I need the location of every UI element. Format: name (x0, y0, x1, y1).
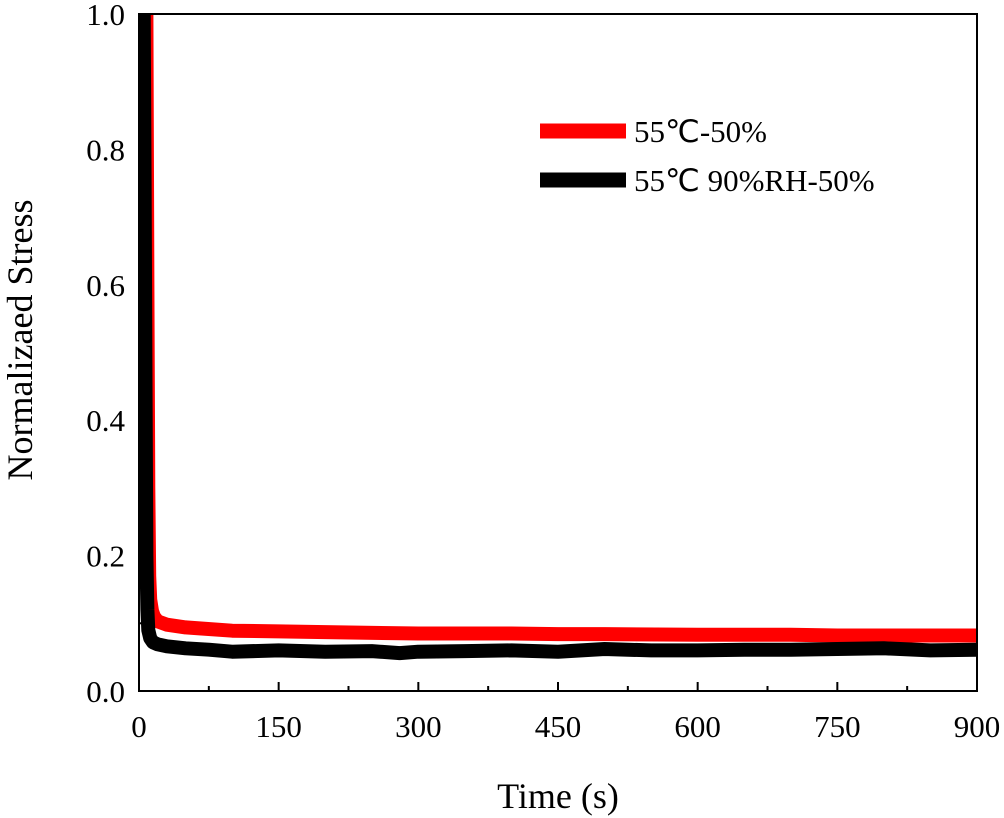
y-tick-label: 1.0 (86, 0, 125, 32)
axis-tick-labels: 0 150 300 450 600 750 900 0.0 0.2 0.4 0.6 0.8 1.0 (86, 0, 1000, 744)
x-tick-label: 150 (255, 709, 302, 744)
x-tick-label: 750 (814, 709, 861, 744)
x-axis-title: Time (s) (497, 776, 619, 816)
y-axis-title: Normalizaed Stress (0, 200, 40, 481)
legend: 55℃-50% 55℃ 90%RH-50% (540, 114, 875, 198)
series-layer (139, 14, 977, 661)
y-tick-label: 0.6 (86, 268, 125, 303)
x-tick-label: 450 (535, 709, 582, 744)
x-tick-label: 0 (131, 709, 147, 744)
x-tick-label: 900 (954, 709, 1001, 744)
y-tick-label: 0.8 (86, 132, 125, 167)
series-line-1 (139, 14, 977, 661)
x-tick-label: 600 (674, 709, 721, 744)
y-tick-label: 0.0 (86, 674, 125, 709)
legend-label-55c-50: 55℃-50% (634, 114, 767, 149)
axis-ticks (138, 13, 978, 692)
legend-label-55c-90rh-50: 55℃ 90%RH-50% (634, 163, 875, 198)
y-tick-label: 0.4 (86, 403, 125, 438)
series-line-0 (139, 14, 977, 643)
x-tick-label: 300 (395, 709, 442, 744)
y-tick-label: 0.2 (86, 539, 125, 574)
plot-frame (138, 13, 978, 692)
